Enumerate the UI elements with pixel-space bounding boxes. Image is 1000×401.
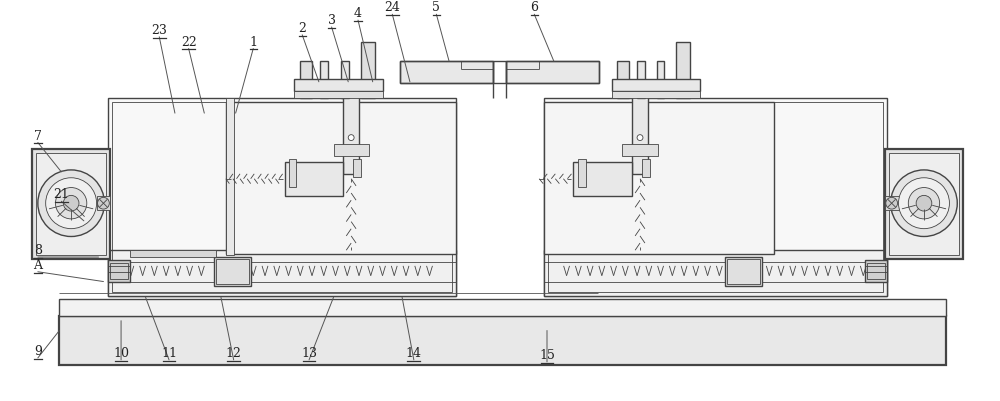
Circle shape (46, 178, 97, 229)
Bar (36, 154, 106, 255)
Text: 11: 11 (161, 346, 177, 359)
Bar (341, 62, 349, 99)
Text: 23: 23 (151, 24, 167, 36)
Text: A: A (33, 258, 42, 271)
Bar (110, 263, 128, 279)
Bar (676, 43, 690, 99)
Bar (544, 103, 774, 255)
Bar (108, 99, 456, 296)
Bar (216, 259, 249, 285)
Bar (865, 260, 887, 282)
Text: 9: 9 (34, 344, 42, 357)
Bar (108, 251, 456, 296)
Text: 22: 22 (181, 35, 197, 49)
Circle shape (98, 198, 109, 210)
Text: 10: 10 (113, 346, 129, 359)
Circle shape (63, 196, 79, 211)
Text: 3: 3 (328, 14, 336, 27)
Bar (353, 160, 361, 177)
Text: 14: 14 (406, 346, 422, 359)
Bar (637, 62, 645, 99)
Bar (548, 103, 883, 293)
Circle shape (908, 188, 940, 219)
Bar (622, 145, 658, 157)
Bar (612, 91, 700, 99)
Bar (300, 62, 312, 99)
Bar (97, 197, 110, 211)
Bar (130, 251, 216, 257)
Bar (112, 103, 452, 293)
Circle shape (55, 188, 87, 219)
Bar (400, 62, 493, 83)
Bar (226, 103, 456, 255)
Bar (334, 145, 369, 157)
Text: 5: 5 (432, 1, 440, 14)
Bar (506, 62, 599, 83)
Bar (32, 150, 110, 259)
Bar (294, 80, 383, 91)
Bar (573, 163, 632, 197)
Text: 8: 8 (34, 243, 42, 257)
Text: 13: 13 (301, 346, 317, 359)
Text: 15: 15 (539, 348, 555, 361)
Circle shape (916, 196, 932, 211)
Bar (578, 160, 586, 187)
Bar (885, 150, 963, 259)
Bar (294, 91, 383, 99)
Text: 21: 21 (53, 188, 69, 201)
Bar (725, 257, 762, 287)
Bar (226, 99, 234, 255)
Text: 1: 1 (249, 35, 257, 49)
Bar (727, 259, 760, 285)
Bar (214, 257, 251, 287)
Bar (544, 99, 887, 296)
Text: 4: 4 (354, 7, 362, 20)
Circle shape (899, 178, 949, 229)
Circle shape (38, 170, 104, 237)
Bar (343, 82, 359, 174)
Bar (642, 160, 650, 177)
Bar (59, 300, 946, 316)
Bar (632, 82, 648, 174)
Bar (285, 163, 343, 197)
Bar (544, 251, 887, 296)
Bar (289, 160, 296, 187)
Circle shape (891, 170, 957, 237)
Bar (657, 62, 664, 99)
Circle shape (886, 198, 898, 210)
Circle shape (348, 135, 354, 141)
Bar (617, 62, 629, 99)
Text: 6: 6 (530, 1, 538, 14)
Bar (108, 260, 130, 282)
Bar (867, 263, 885, 279)
Text: 12: 12 (226, 346, 242, 359)
Bar (885, 197, 899, 211)
Bar (59, 316, 946, 365)
Text: 7: 7 (34, 129, 42, 142)
Bar (889, 154, 959, 255)
Text: 2: 2 (298, 22, 306, 35)
Bar (320, 62, 328, 99)
Bar (612, 80, 700, 91)
Bar (361, 43, 375, 99)
Text: 24: 24 (384, 1, 400, 14)
Circle shape (637, 135, 643, 141)
